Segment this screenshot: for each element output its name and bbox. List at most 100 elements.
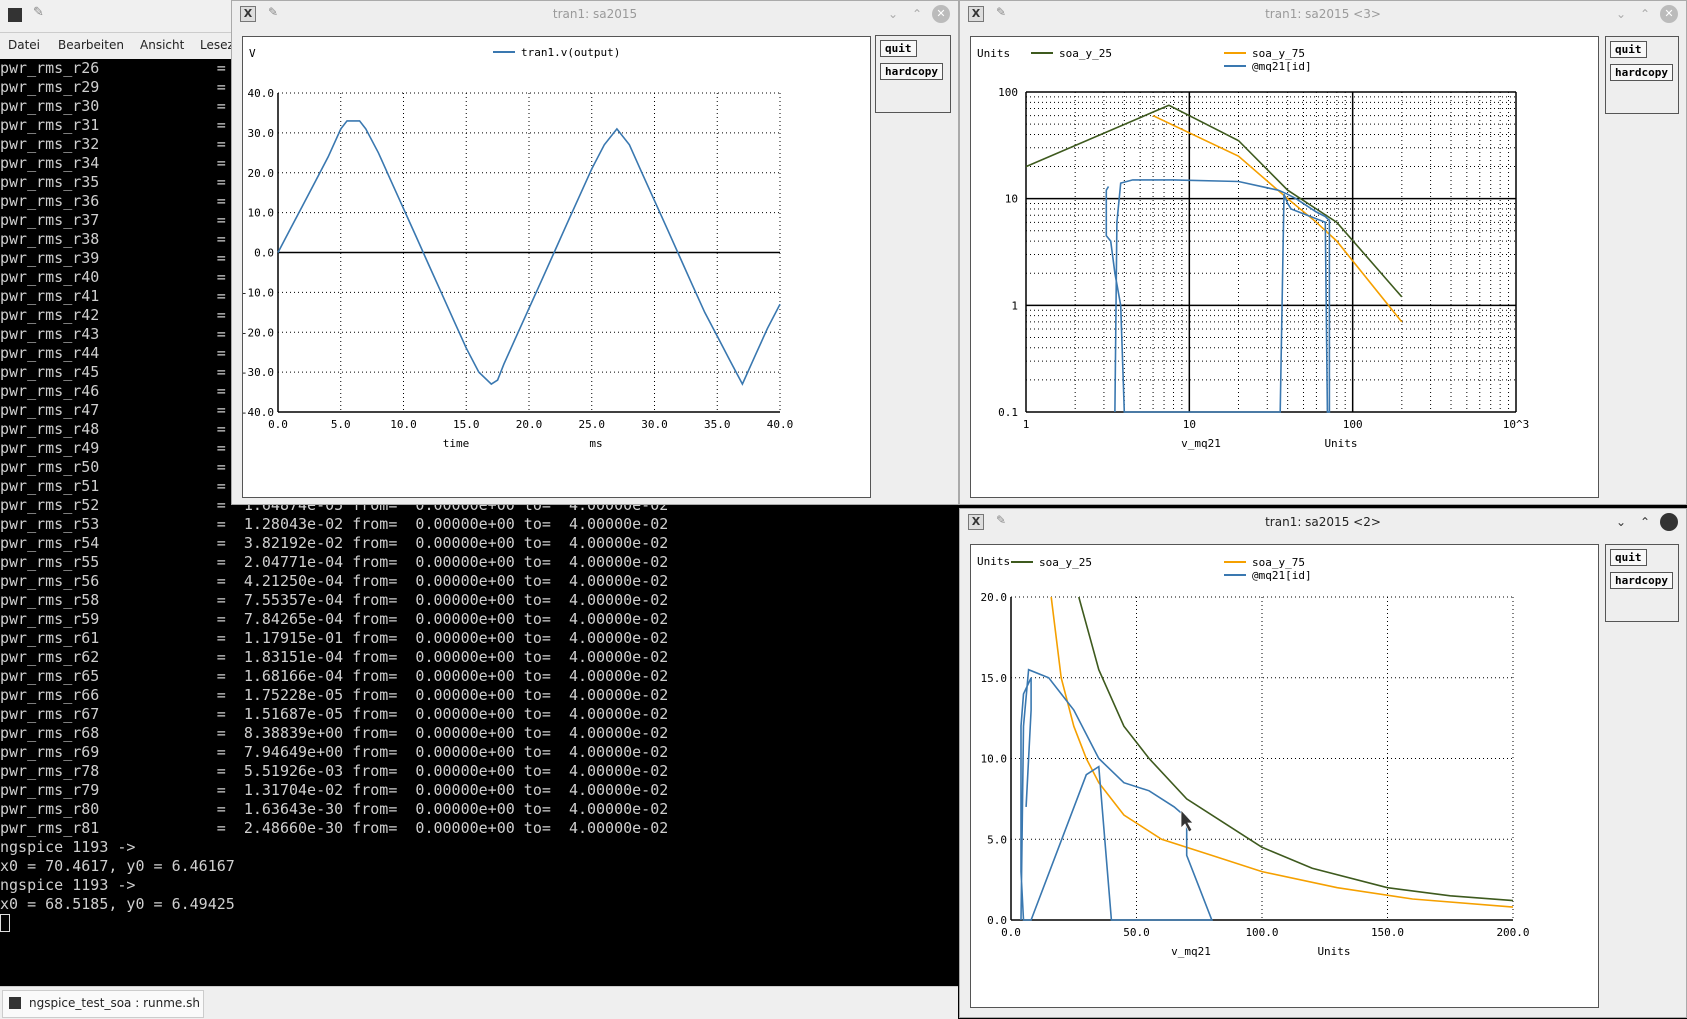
x-tick-label: 20.0 xyxy=(516,418,543,431)
quit-button[interactable]: quit xyxy=(880,40,917,57)
x-axis-label: v_mq21 xyxy=(1171,945,1211,958)
x-tick-label: 50.0 xyxy=(1123,926,1150,939)
terminal-line: x0 = 68.5185, y0 = 6.49425 xyxy=(0,895,235,913)
x-axis-unit: Units xyxy=(1324,437,1357,450)
terminal-line: pwr_rms_r43 = xyxy=(0,325,226,343)
plot-soa-log[interactable]: 1 10 100 10^3 100 10 1 0.1 Units soa_y_25 soa_y_75… xyxy=(971,37,1598,497)
window-title: tran1: sa2015 xyxy=(552,7,638,21)
plot-area[interactable]: 0.0 50.0 100.0 150.0 200.0 20.0 15.0 10.0 5.0 0.0… xyxy=(970,544,1599,1008)
plot-area[interactable]: 0.0 5.0 10.0 15.0 20.0 25.0 30.0 35.0 40.0 40.0 30… xyxy=(242,36,871,498)
y-tick-label: 0.0 xyxy=(987,914,1007,927)
terminal-line: pwr_rms_r47 = xyxy=(0,401,226,419)
terminal-line: pwr_rms_r81 = 2.48660e-30 from= 0.00000e… xyxy=(0,819,669,837)
quit-button[interactable]: quit xyxy=(1610,41,1647,58)
pin-icon[interactable]: ✎ xyxy=(268,5,279,19)
window-title: tran1: sa2015 <2> xyxy=(1265,515,1381,529)
x-tick-label: 10 xyxy=(1183,418,1196,431)
window-titlebar[interactable]: X ✎ tran1: sa2015 <2> ⌄ ⌃ ✕ xyxy=(960,509,1686,535)
x-tick-label: 25.0 xyxy=(579,418,606,431)
terminal-line: pwr_rms_r26 = xyxy=(0,59,226,77)
x-tick-label: 0.0 xyxy=(1001,926,1021,939)
plot-window-soa-linear[interactable]: X ✎ tran1: sa2015 <2> ⌄ ⌃ ✕ 0.0 50.0 100.0… xyxy=(959,508,1687,1018)
pin-icon[interactable]: ✎ xyxy=(996,513,1007,527)
legend-label: @mq21[id] xyxy=(1252,569,1312,582)
window-titlebar[interactable]: X ✎ tran1: sa2015 <3> ⌄ ⌃ ✕ xyxy=(960,1,1686,27)
x11-app-icon: X xyxy=(968,514,984,530)
terminal-line: pwr_rms_r59 = 7.84265e-04 from= 0.00000e… xyxy=(0,610,669,628)
close-icon[interactable]: ✕ xyxy=(1660,5,1678,23)
x-tick-label: 30.0 xyxy=(641,418,668,431)
y-tick-label: -30.0 xyxy=(243,366,274,379)
y-tick-label: -10.0 xyxy=(243,286,274,299)
menu-bearbeiten[interactable]: Bearbeiten xyxy=(58,38,124,52)
y-tick-label: 10 xyxy=(1005,193,1018,206)
terminal-line: pwr_rms_r67 = 1.51687e-05 from= 0.00000e… xyxy=(0,705,669,723)
x-tick-label: 1 xyxy=(1023,418,1030,431)
terminal-line: pwr_rms_r34 = xyxy=(0,154,226,172)
y-tick-label: 40.0 xyxy=(248,87,275,100)
plot-area[interactable]: 1 10 100 10^3 100 10 1 0.1 Units soa_y_25 soa_y_75… xyxy=(970,36,1599,498)
pin-icon[interactable]: ✎ xyxy=(996,5,1007,19)
x-axis-label: v_mq21 xyxy=(1181,437,1221,450)
maximize-icon[interactable]: ⌃ xyxy=(1639,515,1651,529)
terminal-line: pwr_rms_r58 = 7.55357e-04 from= 0.00000e… xyxy=(0,591,669,609)
button-panel: quit hardcopy xyxy=(875,35,951,113)
plot-soa-linear[interactable]: 0.0 50.0 100.0 150.0 200.0 20.0 15.0 10.0 5.0 0.0… xyxy=(971,545,1598,1007)
terminal-line: pwr_rms_r40 = xyxy=(0,268,226,286)
minimize-icon[interactable]: ⌄ xyxy=(887,7,899,21)
minimize-icon[interactable]: ⌄ xyxy=(1615,7,1627,21)
maximize-icon[interactable]: ⌃ xyxy=(911,7,923,21)
taskbar-item-terminal[interactable]: ngspice_test_soa : runme.sh xyxy=(2,990,204,1018)
x11-app-icon: X xyxy=(968,6,984,22)
terminal-prompt[interactable] xyxy=(0,914,958,933)
pin-icon[interactable]: ✎ xyxy=(33,5,44,20)
button-panel: quit hardcopy xyxy=(1605,544,1679,622)
terminal-line: pwr_rms_r29 = xyxy=(0,78,226,96)
plot-window-tran[interactable]: X ✎ tran1: sa2015 ⌄ ⌃ ✕ 0.0 5.0 10.0 15.0 20… xyxy=(231,0,959,505)
x-tick-label: 100.0 xyxy=(1245,926,1278,939)
terminal-line: x0 = 70.4617, y0 = 6.46167 xyxy=(0,857,235,875)
x-tick-label: 100 xyxy=(1343,418,1363,431)
close-icon[interactable]: ✕ xyxy=(932,5,950,23)
series-line-tran1voutput xyxy=(277,120,781,386)
x-tick-label: 150.0 xyxy=(1371,926,1404,939)
terminal-line: pwr_rms_r42 = xyxy=(0,306,226,324)
terminal-line: pwr_rms_r69 = 7.94649e+00 from= 0.00000e… xyxy=(0,743,669,761)
terminal-line: pwr_rms_r61 = 1.17915e-01 from= 0.00000e… xyxy=(0,629,669,647)
quit-button[interactable]: quit xyxy=(1610,549,1647,566)
y-tick-label: -20.0 xyxy=(243,326,274,339)
maximize-icon[interactable]: ⌃ xyxy=(1639,7,1651,21)
terminal-line: pwr_rms_r36 = xyxy=(0,192,226,210)
x-axis-unit: Units xyxy=(1317,945,1350,958)
terminal-line: pwr_rms_r53 = 1.28043e-02 from= 0.00000e… xyxy=(0,515,669,533)
x-tick-label: 35.0 xyxy=(704,418,731,431)
y-axis-unit-label: Units xyxy=(977,47,1010,60)
terminal-line: pwr_rms_r80 = 1.63643e-30 from= 0.00000e… xyxy=(0,800,669,818)
y-tick-label: 1 xyxy=(1011,299,1018,312)
taskbar: ngspice_test_soa : runme.sh xyxy=(0,986,958,1019)
plot-tran[interactable]: 0.0 5.0 10.0 15.0 20.0 25.0 30.0 35.0 40.0 40.0 30… xyxy=(243,37,870,497)
y-tick-label: 0.0 xyxy=(254,247,274,260)
terminal-line: pwr_rms_r55 = 2.04771e-04 from= 0.00000e… xyxy=(0,553,669,571)
close-icon[interactable]: ✕ xyxy=(1660,513,1678,531)
terminal-line: pwr_rms_r37 = xyxy=(0,211,226,229)
text-cursor xyxy=(0,914,10,932)
minimize-icon[interactable]: ⌄ xyxy=(1615,515,1627,529)
terminal-line: pwr_rms_r35 = xyxy=(0,173,226,191)
y-tick-label: 10.0 xyxy=(981,753,1008,766)
menu-ansicht[interactable]: Ansicht xyxy=(140,38,185,52)
plot-window-soa-log[interactable]: X ✎ tran1: sa2015 <3> ⌄ ⌃ ✕ 1 10 100 10^3 10… xyxy=(959,0,1687,505)
terminal-line: pwr_rms_r68 = 8.38839e+00 from= 0.00000e… xyxy=(0,724,669,742)
terminal-line: pwr_rms_r66 = 1.75228e-05 from= 0.00000e… xyxy=(0,686,669,704)
menu-lesezeichen[interactable]: Lesez xyxy=(200,38,234,52)
legend-label: @mq21[id] xyxy=(1252,60,1312,73)
terminal-line: pwr_rms_r45 = xyxy=(0,363,226,381)
y-tick-label: 20.0 xyxy=(248,167,275,180)
mouse-cursor-icon xyxy=(1180,808,1194,833)
hardcopy-button[interactable]: hardcopy xyxy=(1610,64,1673,81)
hardcopy-button[interactable]: hardcopy xyxy=(880,63,943,80)
hardcopy-button[interactable]: hardcopy xyxy=(1610,572,1673,589)
menu-datei[interactable]: Datei xyxy=(8,38,41,52)
terminal-line: ngspice 1193 -> xyxy=(0,838,136,856)
window-titlebar[interactable]: X ✎ tran1: sa2015 ⌄ ⌃ ✕ xyxy=(232,1,958,27)
